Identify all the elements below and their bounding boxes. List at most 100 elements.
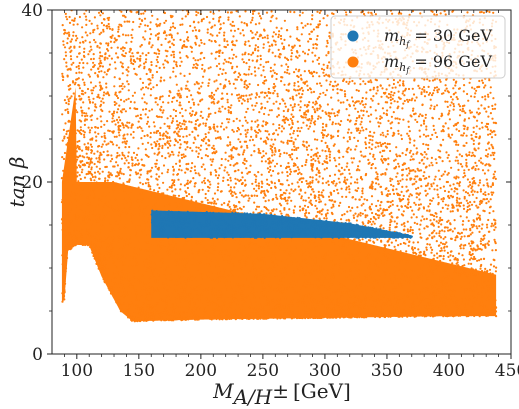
series-96gev-point (233, 289, 236, 292)
series-96gev-point (438, 232, 441, 235)
series-96gev-point (143, 67, 146, 70)
series-96gev-point (136, 230, 139, 233)
series-96gev-point (373, 6, 375, 8)
series-96gev-point (250, 281, 253, 284)
series-96gev-point (123, 226, 126, 229)
series-96gev-point (343, 252, 346, 255)
series-96gev-point (487, 287, 490, 290)
series-96gev-point (223, 58, 226, 61)
series-96gev-point (151, 237, 154, 240)
series-96gev-point (123, 85, 126, 88)
series-96gev-point (280, 80, 283, 83)
series-96gev-point (324, 111, 327, 114)
series-96gev-point (311, 284, 314, 287)
series-96gev-point (89, 129, 92, 132)
series-96gev-point (142, 302, 145, 305)
series-96gev-point (107, 42, 110, 45)
series-96gev-point (81, 114, 84, 117)
series-96gev-point (123, 162, 126, 165)
series-96gev-point (331, 273, 334, 276)
series-96gev-point (61, 113, 64, 116)
series-96gev-point (66, 95, 69, 98)
series-96gev-point (265, 178, 269, 181)
series-96gev-point (325, 296, 328, 299)
series-96gev-point (429, 282, 433, 285)
series-96gev-point (127, 126, 130, 129)
series-96gev-point (137, 147, 140, 150)
series-96gev-point (426, 260, 430, 263)
series-96gev-point (66, 108, 69, 111)
series-96gev-point (476, 227, 479, 230)
series-96gev-point (443, 246, 446, 249)
series-96gev-point (445, 151, 448, 154)
series-96gev-point (319, 264, 322, 268)
series-96gev-point (225, 60, 228, 63)
series-96gev-point (139, 23, 142, 26)
series-96gev-point (115, 144, 118, 147)
series-96gev-point (83, 47, 86, 50)
series-96gev-point (329, 255, 332, 258)
series-96gev-point (428, 164, 431, 167)
series-96gev-point (371, 211, 374, 215)
series-96gev-point (166, 141, 169, 144)
series-96gev-point (211, 307, 215, 311)
series-96gev-point (238, 99, 241, 102)
series-96gev-point (305, 110, 308, 113)
series-96gev-point (120, 10, 123, 13)
series-96gev-point (207, 131, 210, 134)
series-96gev-point (227, 183, 230, 187)
series-96gev-point (248, 139, 252, 142)
series-96gev-point (394, 296, 397, 299)
series-96gev-point (172, 66, 175, 70)
series-96gev-point (412, 241, 415, 244)
series-96gev-point (110, 141, 114, 144)
series-96gev-point (138, 25, 141, 28)
series-96gev-point (67, 100, 70, 103)
series-96gev-point (325, 6, 327, 8)
series-96gev-point (211, 160, 214, 163)
series-96gev-point (392, 297, 395, 300)
series-96gev-point (463, 127, 466, 130)
series-96gev-point (71, 235, 74, 238)
series-96gev-point (222, 128, 226, 131)
series-96gev-point (337, 245, 340, 248)
series-96gev-point (223, 254, 227, 257)
series-96gev-point (341, 267, 344, 271)
series-96gev-point (114, 67, 117, 70)
series-96gev-point (356, 110, 360, 113)
series-96gev-point (115, 175, 118, 178)
series-96gev-point (394, 266, 397, 269)
series-96gev-point (400, 313, 404, 316)
series-96gev-point (454, 84, 457, 87)
series-96gev-point (443, 292, 447, 295)
series-96gev-point (160, 116, 163, 119)
series-96gev-point (345, 186, 348, 189)
series-96gev-point (293, 148, 296, 152)
series-96gev-point (447, 154, 450, 157)
series-96gev-point (200, 157, 203, 160)
series-96gev-point (238, 119, 241, 122)
series-96gev-point (493, 297, 496, 300)
series-96gev-point (244, 179, 247, 182)
series-96gev-point (445, 305, 448, 308)
series-96gev-point (379, 122, 382, 125)
series-96gev-point (261, 106, 264, 109)
series-96gev-point (476, 259, 479, 262)
series-96gev-point (328, 249, 331, 252)
series-96gev-point (149, 255, 152, 258)
series-96gev-point (259, 130, 262, 133)
series-96gev-point (480, 104, 483, 107)
series-96gev-point (328, 156, 331, 159)
series-96gev-point (155, 313, 158, 316)
series-96gev-point (218, 62, 221, 65)
series-96gev-point (382, 262, 385, 265)
series-96gev-point (139, 248, 142, 251)
series-96gev-point (76, 140, 79, 143)
series-96gev-point (70, 49, 73, 52)
series-96gev-point (174, 114, 177, 118)
series-96gev-point (281, 171, 284, 174)
series-96gev-point (144, 10, 147, 13)
series-96gev-point (199, 273, 202, 276)
series-96gev-point (371, 143, 374, 146)
series-96gev-point (227, 274, 230, 277)
